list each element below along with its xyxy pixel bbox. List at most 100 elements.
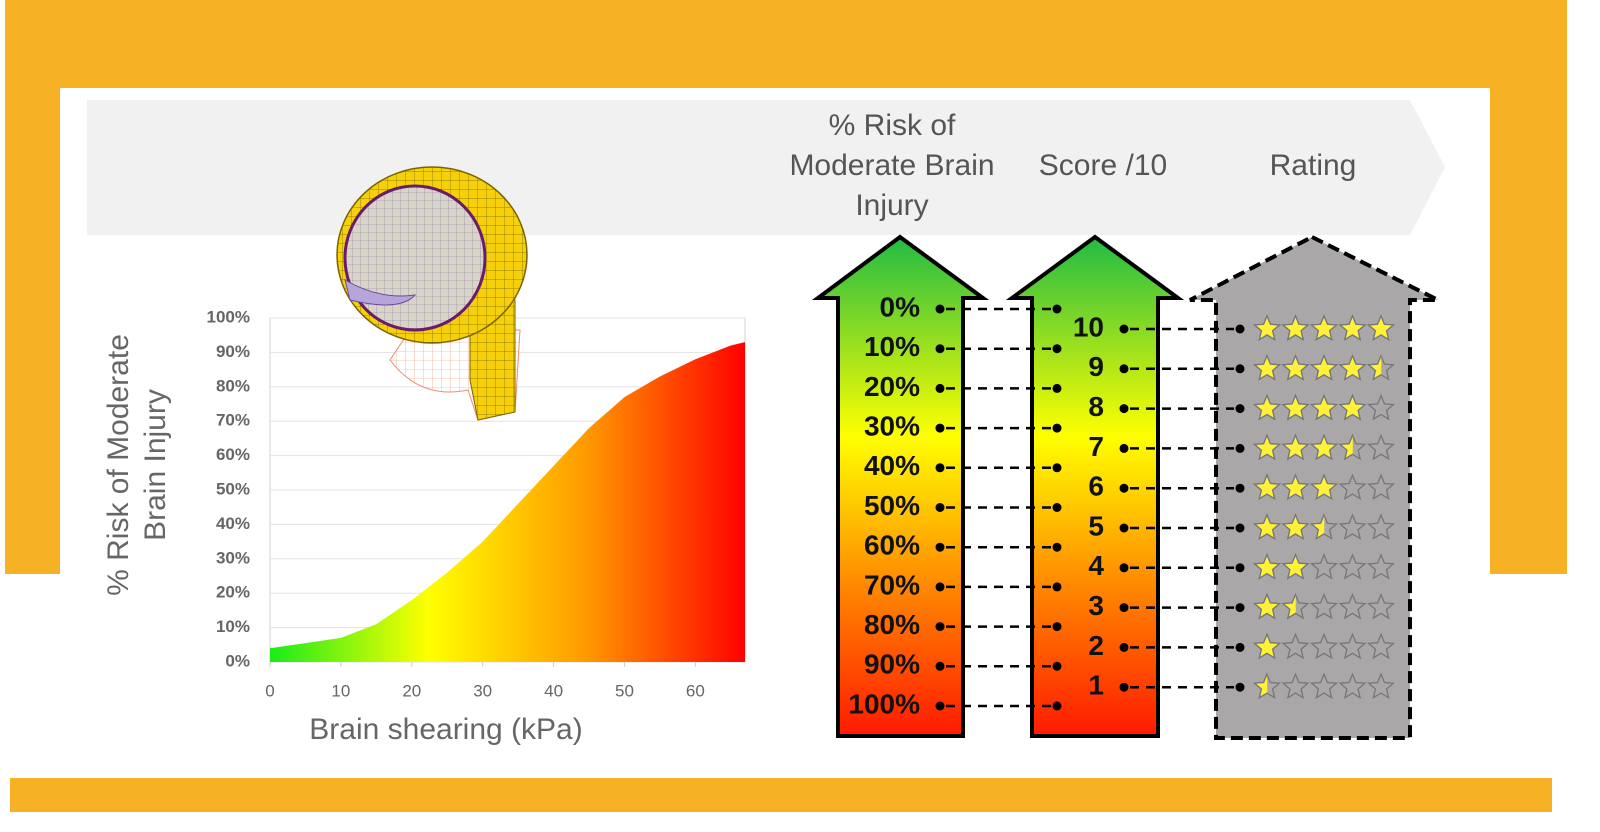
dot [1052, 582, 1062, 592]
dot [1235, 443, 1245, 453]
dot [1052, 304, 1062, 314]
y-tick-label: 20% [216, 583, 250, 602]
dot [1235, 523, 1245, 533]
dot [935, 383, 945, 393]
risk-level: 20% [864, 371, 920, 402]
y-tick-label: 60% [216, 445, 250, 464]
x-tick-label: 30 [473, 681, 492, 700]
score: 6 [1088, 471, 1104, 502]
star [1281, 553, 1310, 580]
banner [87, 100, 1445, 235]
score: 3 [1088, 590, 1104, 621]
dot [1235, 324, 1245, 334]
score: 4 [1088, 550, 1104, 581]
dot [1119, 443, 1129, 453]
dot [1052, 701, 1062, 711]
risk-level: 30% [864, 410, 920, 441]
star [1253, 632, 1282, 660]
head-model [336, 166, 528, 421]
star-rating [1252, 632, 1396, 660]
rating-arrow [1189, 234, 1439, 740]
star-outline [1366, 513, 1396, 540]
dot [1119, 563, 1129, 573]
star-rating [1252, 354, 1396, 381]
dot [1052, 622, 1062, 632]
dot [935, 503, 945, 512]
star [1338, 354, 1367, 381]
x-tick-label: 60 [686, 681, 705, 700]
header-score: Score /10 [1039, 149, 1167, 182]
dot [1119, 483, 1129, 493]
star-outline [1281, 632, 1310, 660]
score: 1 [1088, 670, 1104, 701]
y-tick-label: 0% [225, 651, 250, 670]
dot [1119, 364, 1129, 374]
y-tick-label: 10% [216, 617, 250, 636]
dot [1235, 563, 1245, 573]
star-outline [1338, 592, 1367, 620]
star [1253, 433, 1282, 461]
dot [935, 423, 945, 433]
star-outline [1338, 553, 1367, 580]
star-rating [1252, 553, 1396, 580]
star [1253, 473, 1282, 501]
star [1309, 354, 1339, 381]
star-rating [1252, 513, 1396, 540]
star [1253, 672, 1268, 700]
star-rating [1252, 592, 1396, 620]
score-arrow [1005, 234, 1185, 738]
dot [1052, 542, 1062, 552]
star-outline [1366, 393, 1396, 421]
star-outline [1309, 632, 1339, 660]
star-outline [1338, 513, 1367, 540]
star [1309, 314, 1339, 341]
dot [935, 542, 945, 552]
dot [1119, 642, 1129, 652]
star [1281, 393, 1310, 421]
risk-level: 90% [864, 649, 920, 680]
header-risk: Moderate Brain [789, 149, 994, 182]
star [1253, 553, 1282, 580]
score: 5 [1088, 510, 1104, 541]
star-rating [1252, 393, 1396, 421]
star [1338, 314, 1367, 341]
dot [1235, 404, 1245, 414]
star [1253, 513, 1282, 540]
star-outline [1281, 672, 1310, 700]
star [1338, 433, 1353, 461]
dot [935, 661, 945, 671]
star [1253, 314, 1282, 341]
dot [1119, 603, 1129, 613]
star [1281, 473, 1310, 501]
dot [935, 622, 945, 632]
star-outline [1338, 632, 1367, 660]
risk-level: 0% [880, 291, 921, 322]
risk-level: 60% [864, 530, 920, 561]
star [1281, 314, 1310, 341]
star-outline [1309, 672, 1339, 700]
y-tick-label: 80% [216, 376, 250, 395]
star [1309, 473, 1339, 501]
dot [1052, 661, 1062, 671]
star [1281, 433, 1310, 461]
dot [1119, 682, 1129, 692]
dot [1052, 383, 1062, 393]
dot [1052, 503, 1062, 512]
risk-level: 40% [864, 450, 920, 481]
dot [935, 582, 945, 592]
dot [1052, 423, 1062, 433]
dot [1052, 463, 1062, 473]
frame-bottom [10, 778, 1552, 812]
dot [935, 701, 945, 711]
dot [1052, 344, 1062, 354]
y-tick-label: 100% [207, 307, 250, 326]
header-rating: Rating [1270, 149, 1357, 182]
star-outline [1309, 553, 1339, 580]
star [1281, 354, 1310, 381]
star-outline [1309, 592, 1339, 620]
star [1281, 592, 1296, 620]
star-outline [1366, 672, 1396, 700]
y-axis-title: Brain Injury [139, 389, 172, 541]
y-axis-title: % Risk of Moderate [102, 334, 135, 596]
